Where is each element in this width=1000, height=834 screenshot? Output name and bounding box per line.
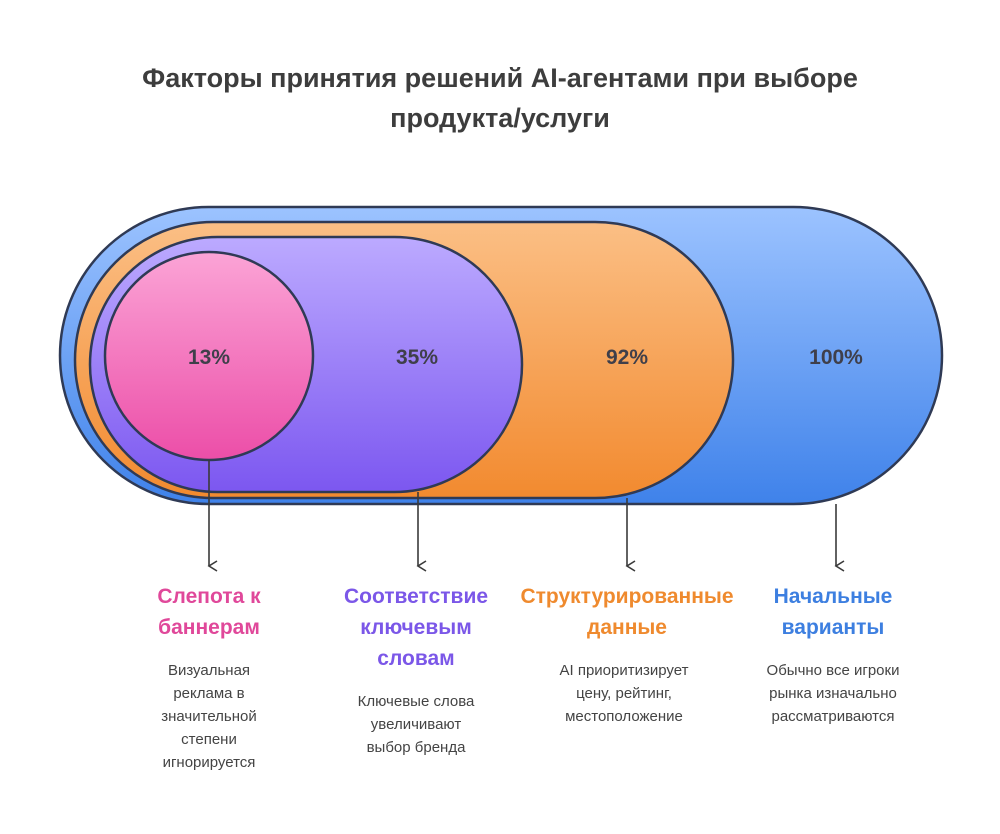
stage-desc-92: AI приоритизирует цену, рейтинг, местопо…	[524, 659, 724, 728]
stage-desc-35-line3: выбор бренда	[366, 739, 466, 756]
stage-label-13-line2: баннерам	[158, 616, 260, 639]
stage-desc-13-line3: значительной	[161, 708, 257, 725]
diagram-title-line1: Факторы принятия решений AI-агентами при…	[142, 63, 858, 93]
stage-percent-92: 92%	[606, 346, 648, 369]
stage-desc-35-line1: Ключевые слова	[357, 693, 475, 710]
stage-label-100-line1: Начальные	[773, 585, 893, 608]
stage-label-100: Начальные варианты	[723, 581, 943, 643]
stage-desc-100-line1: Обычно все игроки	[766, 662, 900, 679]
stage-desc-13-line1: Визуальная	[167, 662, 251, 679]
stage-percent-13: 13%	[188, 346, 230, 369]
stage-desc-13: Визуальная реклама в значительной степен…	[109, 659, 309, 774]
stage-desc-13-line4: степени	[181, 731, 237, 748]
stage-desc-35: Ключевые слова увеличивают выбор бренда	[316, 690, 516, 759]
stage-desc-35-line2: увеличивают	[370, 716, 462, 733]
stage-label-35-line1: Соответствие	[343, 585, 489, 608]
diagram-title-line2: продукта/услуги	[390, 103, 610, 133]
stage-label-92-line1: Структурированные	[520, 585, 734, 608]
stage-label-92: Структурированные данные	[505, 581, 749, 643]
stage-desc-13-line5: игнорируется	[162, 754, 256, 771]
diagram-title: Факторы принятия решений AI-агентами при…	[0, 58, 1000, 138]
stage-desc-100-line2: рынка изначально	[769, 685, 897, 702]
stage-label-13: Слепота к баннерам	[99, 581, 319, 643]
stage-desc-100-line3: рассматриваются	[771, 708, 895, 725]
stage-label-13-line1: Слепота к	[157, 585, 261, 608]
stage-desc-92-line2: цену, рейтинг,	[576, 685, 672, 702]
stage-percent-35: 35%	[396, 346, 438, 369]
stage-desc-100: Обычно все игроки рынка изначально рассм…	[733, 659, 933, 728]
stage-desc-92-line1: AI приоритизирует	[559, 662, 689, 679]
stage-label-100-line2: варианты	[781, 616, 885, 639]
stage-label-35: Соответствие ключевым словам	[306, 581, 526, 674]
stage-label-35-line3: словам	[377, 647, 455, 670]
stage-percent-100: 100%	[809, 346, 863, 369]
stage-label-35-line2: ключевым	[360, 616, 472, 639]
stage-desc-13-line2: реклама в	[173, 685, 245, 702]
stage-label-92-line2: данные	[587, 616, 667, 639]
stage-desc-92-line3: местоположение	[565, 708, 683, 725]
